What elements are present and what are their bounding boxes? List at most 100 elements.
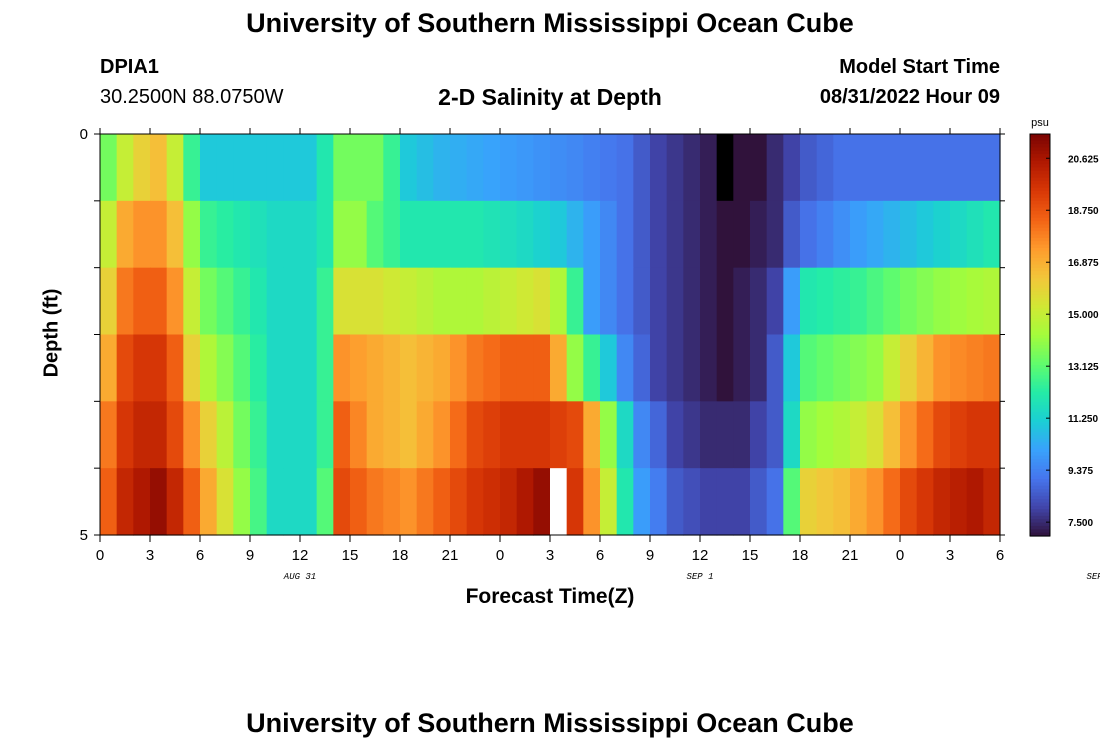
heatmap-cell (366, 468, 384, 536)
heatmap-cell (266, 134, 284, 202)
heatmap-cell (316, 134, 334, 202)
colorbar-band (1030, 328, 1050, 333)
colorbar-band (1030, 452, 1050, 457)
model-start-value: 08/31/2022 Hour 09 (819, 86, 1000, 108)
heatmap-cell (266, 334, 284, 402)
heatmap-cell (850, 334, 868, 402)
heatmap-cell (133, 200, 151, 269)
heatmap-cell (666, 468, 684, 536)
heatmap-cell (700, 401, 718, 469)
heatmap-cell (916, 267, 934, 336)
heatmap-cell (583, 267, 601, 336)
heatmap-cell (683, 134, 701, 202)
heatmap-cell (883, 468, 901, 536)
colorbar-band (1030, 157, 1050, 162)
colorbar-band (1030, 174, 1050, 179)
heatmap-cell (483, 334, 501, 402)
heatmap-cell (116, 468, 134, 536)
heatmap-cell (483, 401, 501, 469)
heatmap-cell (866, 267, 884, 336)
colorbar-band (1030, 170, 1050, 175)
colorbar-band (1030, 318, 1050, 323)
colorbar-band (1030, 442, 1050, 447)
colorbar-band (1030, 525, 1050, 530)
colorbar-band (1030, 321, 1050, 326)
colorbar-band (1030, 522, 1050, 527)
colorbar-band (1030, 469, 1050, 473)
heatmap-cell (350, 468, 368, 536)
heatmap-cell (100, 468, 118, 536)
heatmap-cell (616, 267, 634, 336)
colorbar-band (1030, 134, 1050, 138)
heatmap-cell (200, 334, 218, 402)
heatmap-cell (800, 267, 818, 336)
colorbar-band (1030, 381, 1050, 386)
heatmap-cell (416, 200, 434, 269)
heatmap-cell (633, 267, 651, 336)
x-tick-label: 15 (742, 547, 759, 564)
heatmap-cell (683, 468, 701, 536)
heatmap-cell (233, 401, 251, 469)
heatmap-cell (783, 200, 801, 269)
heatmap-cell (700, 200, 718, 269)
heatmap-cell (533, 200, 551, 269)
heatmap-cell (716, 468, 734, 536)
heatmap-cell (466, 334, 484, 402)
day-label: SEP 2 (1086, 572, 1100, 582)
heatmap-cell (400, 401, 418, 469)
heatmap-cell (366, 267, 384, 336)
heatmap-cell (600, 401, 618, 469)
heatmap-cell (750, 134, 768, 202)
colorbar-band (1030, 482, 1050, 487)
heatmap-cell (116, 200, 134, 269)
heatmap-cell (150, 134, 168, 202)
heatmap-cell (833, 468, 851, 536)
colorbar-band (1030, 371, 1050, 376)
heatmap-cell (300, 468, 318, 536)
heatmap-cell (450, 401, 468, 469)
heatmap-cell (150, 200, 168, 269)
colorbar-band (1030, 167, 1050, 172)
heatmap-cell (583, 334, 601, 402)
heatmap-cell (133, 334, 151, 402)
colorbar-band (1030, 435, 1050, 440)
heatmap-cell (266, 401, 284, 469)
colorbar-band (1030, 495, 1050, 500)
colorbar-band (1030, 432, 1050, 437)
heatmap-cell (133, 134, 151, 202)
heatmap-cell (116, 334, 134, 402)
colorbar-band (1030, 415, 1050, 420)
heatmap-cell (833, 267, 851, 336)
heatmap-cell (700, 134, 718, 202)
heatmap-cell (366, 134, 384, 202)
heatmap-cell (100, 334, 118, 402)
x-tick-label: 18 (792, 547, 809, 564)
colorbar-band (1030, 485, 1050, 490)
heatmap-cell (966, 401, 984, 469)
colorbar-band (1030, 301, 1050, 306)
heatmap-cell (983, 401, 1001, 469)
heatmap-cell (200, 267, 218, 336)
heatmap-cell (283, 334, 301, 402)
heatmap-cell (316, 401, 334, 469)
heatmap-cell (183, 401, 201, 469)
colorbar-band (1030, 271, 1050, 276)
colorbar-band (1030, 515, 1050, 520)
colorbar-band (1030, 348, 1050, 353)
heatmap-cell (483, 267, 501, 336)
heatmap-cell (800, 468, 818, 536)
heatmap-cell (533, 267, 551, 336)
heatmap-cell (250, 200, 268, 269)
heatmap-cell (100, 401, 118, 469)
heatmap-cell (633, 200, 651, 269)
colorbar-band (1030, 479, 1050, 483)
colorbar-tick-label: 13.125 (1068, 362, 1099, 373)
heatmap-cell (650, 468, 668, 536)
y-tick-label: 0 (80, 126, 88, 143)
colorbar-band (1030, 294, 1050, 299)
colorbar-band (1030, 261, 1050, 266)
heatmap-cell (100, 267, 118, 336)
heatmap-cell (383, 200, 401, 269)
heatmap-cell (666, 134, 684, 202)
heatmap-cell (616, 334, 634, 402)
